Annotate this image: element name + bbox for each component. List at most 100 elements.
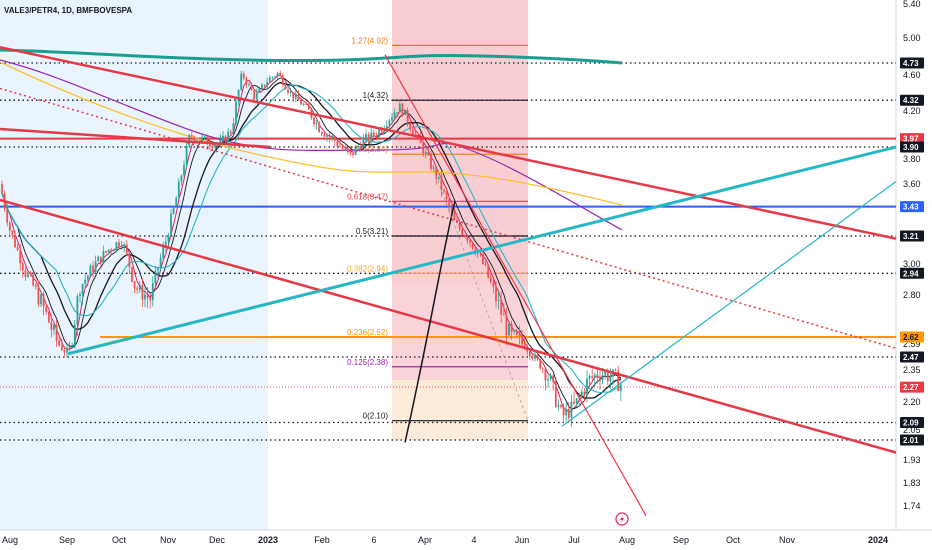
candle-body xyxy=(53,324,55,330)
level-tags: 4.73 4.32 3.973.90 3.43 3.21 2.94 2.62 2.47 2.27… xyxy=(900,57,924,446)
candle-body xyxy=(271,77,274,78)
level-tag-bg xyxy=(900,141,924,153)
candle-body xyxy=(450,207,453,213)
candle-body xyxy=(417,134,419,136)
price-tick-label: 4.20 xyxy=(903,106,921,116)
candle-body xyxy=(102,251,105,263)
level-tag-bg xyxy=(900,133,924,145)
level-tag-label: 3.90 xyxy=(903,143,919,152)
candle-body xyxy=(297,94,300,100)
candle-body xyxy=(276,72,279,77)
candle-body xyxy=(320,132,323,135)
level-tag-bg xyxy=(900,417,924,429)
candle-body xyxy=(435,167,438,179)
candle-body xyxy=(448,199,451,208)
level-tag-label: 4.32 xyxy=(903,96,919,105)
candle-body xyxy=(292,92,295,99)
candle-body xyxy=(86,275,89,280)
ma-medium-black xyxy=(1,82,621,399)
candle-body xyxy=(1,184,3,194)
candle-body xyxy=(235,101,237,124)
candle-body xyxy=(242,73,245,78)
candle-body xyxy=(419,135,422,144)
candle-body xyxy=(172,206,175,214)
level-tag-bg xyxy=(900,381,924,393)
candle-body xyxy=(443,189,445,192)
candle-body xyxy=(396,112,399,114)
candle-body xyxy=(138,285,141,290)
candle-body xyxy=(170,213,172,236)
candle-body xyxy=(586,378,588,395)
candle-body xyxy=(261,84,263,89)
candle-body xyxy=(180,175,183,182)
candle-body xyxy=(146,294,149,298)
candle-body xyxy=(599,377,601,380)
candle-body xyxy=(549,375,552,380)
candle-body xyxy=(518,334,521,336)
trendline-red-left xyxy=(0,127,271,149)
candle-body xyxy=(8,222,11,231)
fib-level-label: 0(2.10) xyxy=(363,412,389,421)
time-tick-label: 4 xyxy=(471,535,476,545)
lightning-icon[interactable] xyxy=(615,512,629,526)
candle-body xyxy=(463,235,466,238)
candle-body xyxy=(362,138,365,148)
candle-body xyxy=(526,348,529,352)
candle-body xyxy=(479,253,482,255)
candle-body xyxy=(476,253,479,255)
ma-short-black xyxy=(1,77,622,410)
candle-body xyxy=(619,384,622,391)
candle-body xyxy=(398,103,401,113)
candle-body xyxy=(219,139,222,145)
time-axis: Aug Sep Oct Nov Dec 2023 Feb 6 Apr 4 Jun Jul Aug Sep O… xyxy=(0,529,932,545)
level-tag-label: 3.43 xyxy=(903,203,919,212)
candle-body xyxy=(562,407,565,416)
candle-body xyxy=(354,146,357,156)
candle-body xyxy=(424,151,427,154)
time-tick-label: Apr xyxy=(418,535,432,545)
time-tick-label: Sep xyxy=(673,535,689,545)
time-tick-label: 6 xyxy=(371,535,376,545)
candle-body xyxy=(201,137,204,141)
candle-body xyxy=(440,176,443,190)
candle-body xyxy=(365,134,367,139)
candle-body xyxy=(92,265,94,272)
level-tag-bg xyxy=(900,57,924,69)
candle-body xyxy=(232,123,235,133)
candle-body xyxy=(471,242,474,249)
candle-body xyxy=(458,222,461,230)
time-tick-label: Jun xyxy=(515,535,530,545)
candle-body xyxy=(385,126,388,129)
candle-body xyxy=(326,135,328,137)
candle-body xyxy=(159,257,162,269)
price-tick-label: 2.80 xyxy=(903,290,921,300)
candle-body xyxy=(162,246,165,258)
trendline-cyan-main xyxy=(67,145,897,356)
level-tag-bg xyxy=(900,351,924,363)
candle-body xyxy=(300,99,302,105)
candle-body xyxy=(154,270,157,284)
candle-body xyxy=(510,324,513,332)
candle-body xyxy=(149,297,152,301)
candle-body xyxy=(248,84,250,86)
candle-body xyxy=(554,381,557,407)
candle-body xyxy=(482,254,484,264)
candle-body xyxy=(123,244,126,247)
price-tick-label: 3.00 xyxy=(903,259,921,269)
candle-body xyxy=(484,263,487,265)
candle-body xyxy=(289,92,292,94)
candle-body xyxy=(97,256,100,262)
candle-body xyxy=(528,351,531,357)
candle-body xyxy=(609,376,612,382)
candle-body xyxy=(315,123,318,125)
candle-body xyxy=(573,401,575,404)
candle-body xyxy=(567,408,570,418)
candle-body xyxy=(487,264,490,278)
candle-body xyxy=(40,294,42,305)
candle-body xyxy=(313,117,315,125)
candle-body xyxy=(422,143,425,154)
time-tick-label: Jul xyxy=(568,535,580,545)
candle-body xyxy=(198,140,201,142)
candle-body xyxy=(118,242,120,247)
